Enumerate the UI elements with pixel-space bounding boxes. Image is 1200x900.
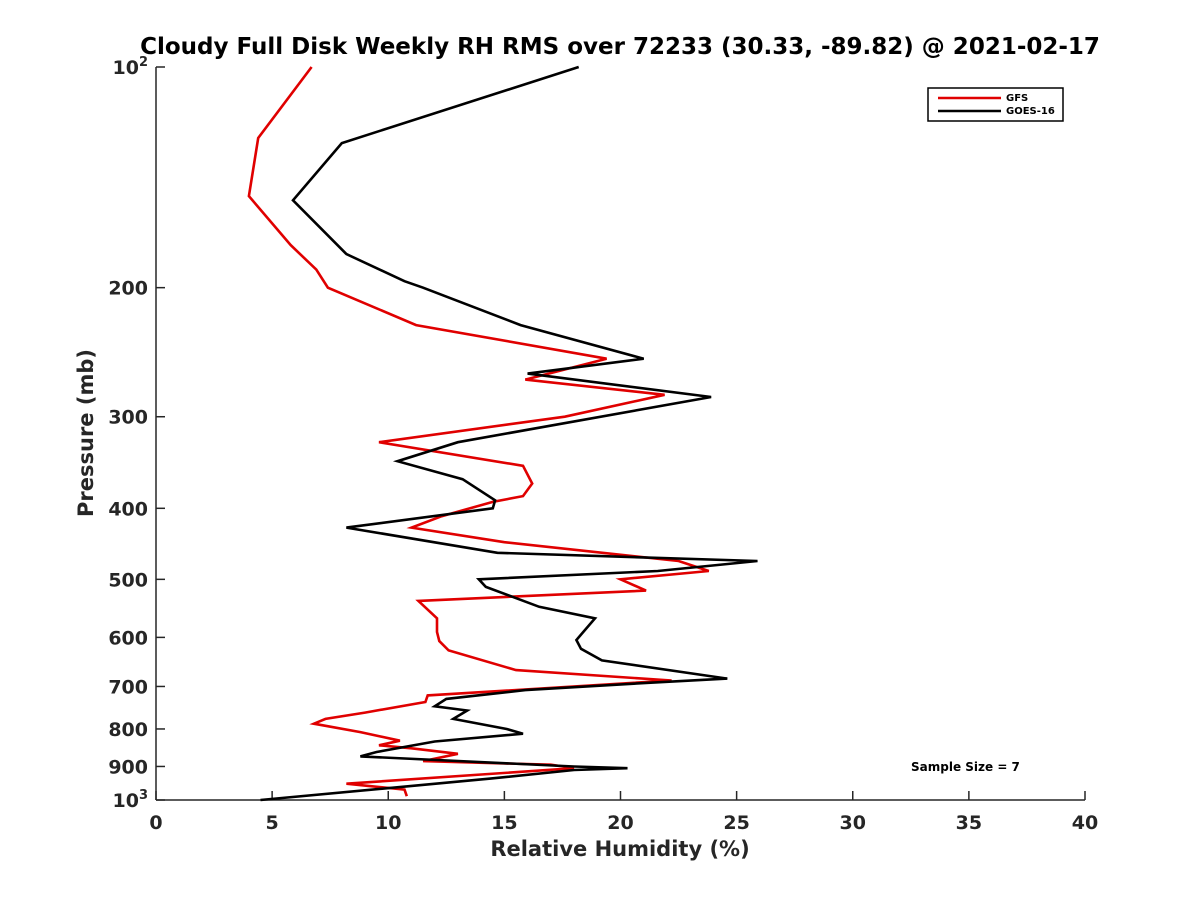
x-tick-label: 0 bbox=[149, 812, 162, 834]
chart-title: Cloudy Full Disk Weekly RH RMS over 7223… bbox=[140, 34, 1100, 60]
y-tick-label: 500 bbox=[108, 569, 148, 591]
legend: GFS GOES-16 bbox=[927, 87, 1064, 122]
x-tick-label: 30 bbox=[840, 812, 866, 834]
x-axis-label: Relative Humidity (%) bbox=[490, 837, 749, 861]
x-axis: 0 5 10 15 20 25 30 35 40 bbox=[149, 791, 1098, 834]
y-tick-label: 103 bbox=[113, 788, 149, 812]
legend-label-goes16: GOES-16 bbox=[1006, 106, 1055, 117]
legend-box bbox=[927, 87, 1064, 122]
plot-area bbox=[155, 67, 1085, 801]
x-tick-label: 25 bbox=[723, 812, 749, 834]
y-tick-label: 700 bbox=[108, 676, 148, 698]
sample-size-annotation: Sample Size = 7 bbox=[911, 760, 1020, 774]
legend-label-gfs: GFS bbox=[1006, 93, 1028, 104]
x-tick-label: 10 bbox=[375, 812, 401, 834]
y-axis: 102 200 300 400 500 600 700 800 900 103 bbox=[108, 55, 165, 812]
y-tick-label: 600 bbox=[108, 627, 148, 649]
x-tick-label: 20 bbox=[607, 812, 633, 834]
y-tick-label: 900 bbox=[108, 756, 148, 778]
x-tick-label: 5 bbox=[266, 812, 279, 834]
x-tick-label: 40 bbox=[1072, 812, 1098, 834]
y-axis-label: Pressure (mb) bbox=[74, 349, 98, 517]
series-line-goes-16 bbox=[260, 65, 758, 802]
y-tick-label: 300 bbox=[108, 407, 148, 429]
series-layer bbox=[247, 65, 758, 802]
series-line-gfs bbox=[247, 66, 710, 797]
y-tick-label: 200 bbox=[108, 278, 148, 300]
y-tick-label: 102 bbox=[113, 55, 149, 79]
x-tick-label: 15 bbox=[491, 812, 517, 834]
y-tick-label: 800 bbox=[108, 719, 148, 741]
x-tick-label: 35 bbox=[956, 812, 982, 834]
y-tick-label: 400 bbox=[108, 498, 148, 520]
